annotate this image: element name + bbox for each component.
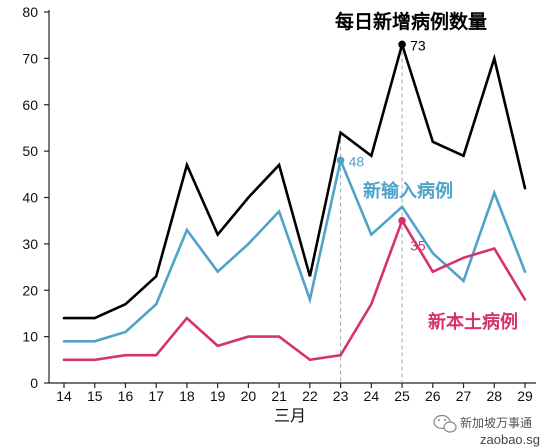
series-line-2 [62, 217, 527, 362]
x-tick-label: 21 [271, 388, 287, 404]
x-axis: 14 15 16 17 18 19 20 21 22 23 24 25 26 27 28 29 [49, 382, 536, 404]
y-tick-label: 50 [22, 143, 38, 159]
x-tick-label: 28 [486, 388, 502, 404]
x-tick-label: 26 [425, 388, 441, 404]
y-axis: 0 10 20 30 40 50 60 70 80 [22, 4, 50, 391]
x-tick-label: 25 [394, 388, 410, 404]
y-tick-label: 20 [22, 282, 38, 298]
x-tick-label: 15 [87, 388, 103, 404]
y-tick-label: 0 [30, 375, 38, 391]
x-tick-label: 20 [241, 388, 257, 404]
x-tick-label: 23 [333, 388, 349, 404]
x-tick-label: 16 [118, 388, 134, 404]
series-line-1 [62, 156, 527, 343]
chart-title: 每日新增病例数量 [335, 10, 487, 33]
data-markers: 73 48 35 [336, 37, 426, 254]
data-point-marker [336, 156, 345, 165]
y-tick-label: 10 [22, 329, 38, 345]
x-tick-label: 22 [302, 388, 318, 404]
y-tick-label: 70 [22, 50, 38, 66]
x-tick-label: 27 [456, 388, 472, 404]
watermark-account: 新加坡万事通 [460, 415, 532, 430]
data-label: 35 [410, 238, 426, 254]
series-lines [62, 39, 527, 362]
x-axis-title: 三月 [274, 406, 306, 425]
watermark-url: zaobao.sg [480, 432, 540, 447]
x-tick-label: 14 [56, 388, 72, 404]
highlight-guides [340, 44, 403, 383]
y-tick-label: 30 [22, 236, 38, 252]
x-tick-label: 29 [517, 388, 533, 404]
y-tick-label: 40 [22, 190, 38, 206]
series-label-imported: 新输入病例 [363, 180, 453, 202]
series-label-local: 新本土病例 [428, 311, 518, 333]
y-tick-label: 80 [22, 4, 38, 20]
x-tick-label: 18 [179, 388, 195, 404]
data-label: 48 [349, 153, 365, 169]
data-point-marker [398, 40, 406, 49]
data-point-marker [398, 216, 406, 225]
x-tick-label: 17 [148, 388, 164, 404]
y-tick-label: 60 [22, 97, 38, 113]
watermark: 新加坡万事通 zaobao.sg [433, 414, 540, 447]
x-tick-label: 24 [364, 388, 380, 404]
x-tick-label: 19 [210, 388, 226, 404]
data-label: 73 [410, 37, 426, 53]
series-line-0 [62, 39, 527, 320]
wechat-icon [433, 414, 457, 433]
